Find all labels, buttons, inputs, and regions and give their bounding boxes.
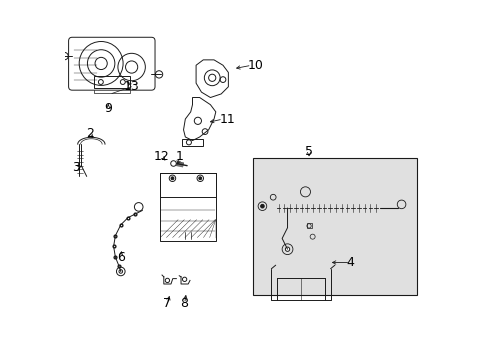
- Text: 8: 8: [180, 297, 188, 310]
- Circle shape: [199, 177, 201, 180]
- Circle shape: [171, 177, 174, 180]
- Circle shape: [260, 204, 264, 208]
- Text: 9: 9: [104, 102, 112, 115]
- Text: 4: 4: [346, 256, 354, 269]
- Circle shape: [285, 247, 289, 251]
- Bar: [306, 224, 311, 228]
- Text: 11: 11: [219, 113, 235, 126]
- Text: 1: 1: [176, 150, 183, 163]
- Bar: [253, 158, 416, 295]
- Bar: [160, 173, 215, 197]
- Text: 10: 10: [247, 59, 264, 72]
- Text: 2: 2: [85, 127, 93, 140]
- Bar: [93, 76, 130, 88]
- Text: 3: 3: [72, 161, 80, 174]
- Text: 12: 12: [154, 150, 169, 163]
- Text: 6: 6: [117, 251, 124, 264]
- Text: 13: 13: [123, 80, 139, 93]
- Text: 5: 5: [305, 145, 312, 158]
- Bar: [160, 173, 215, 241]
- Text: 7: 7: [163, 297, 171, 310]
